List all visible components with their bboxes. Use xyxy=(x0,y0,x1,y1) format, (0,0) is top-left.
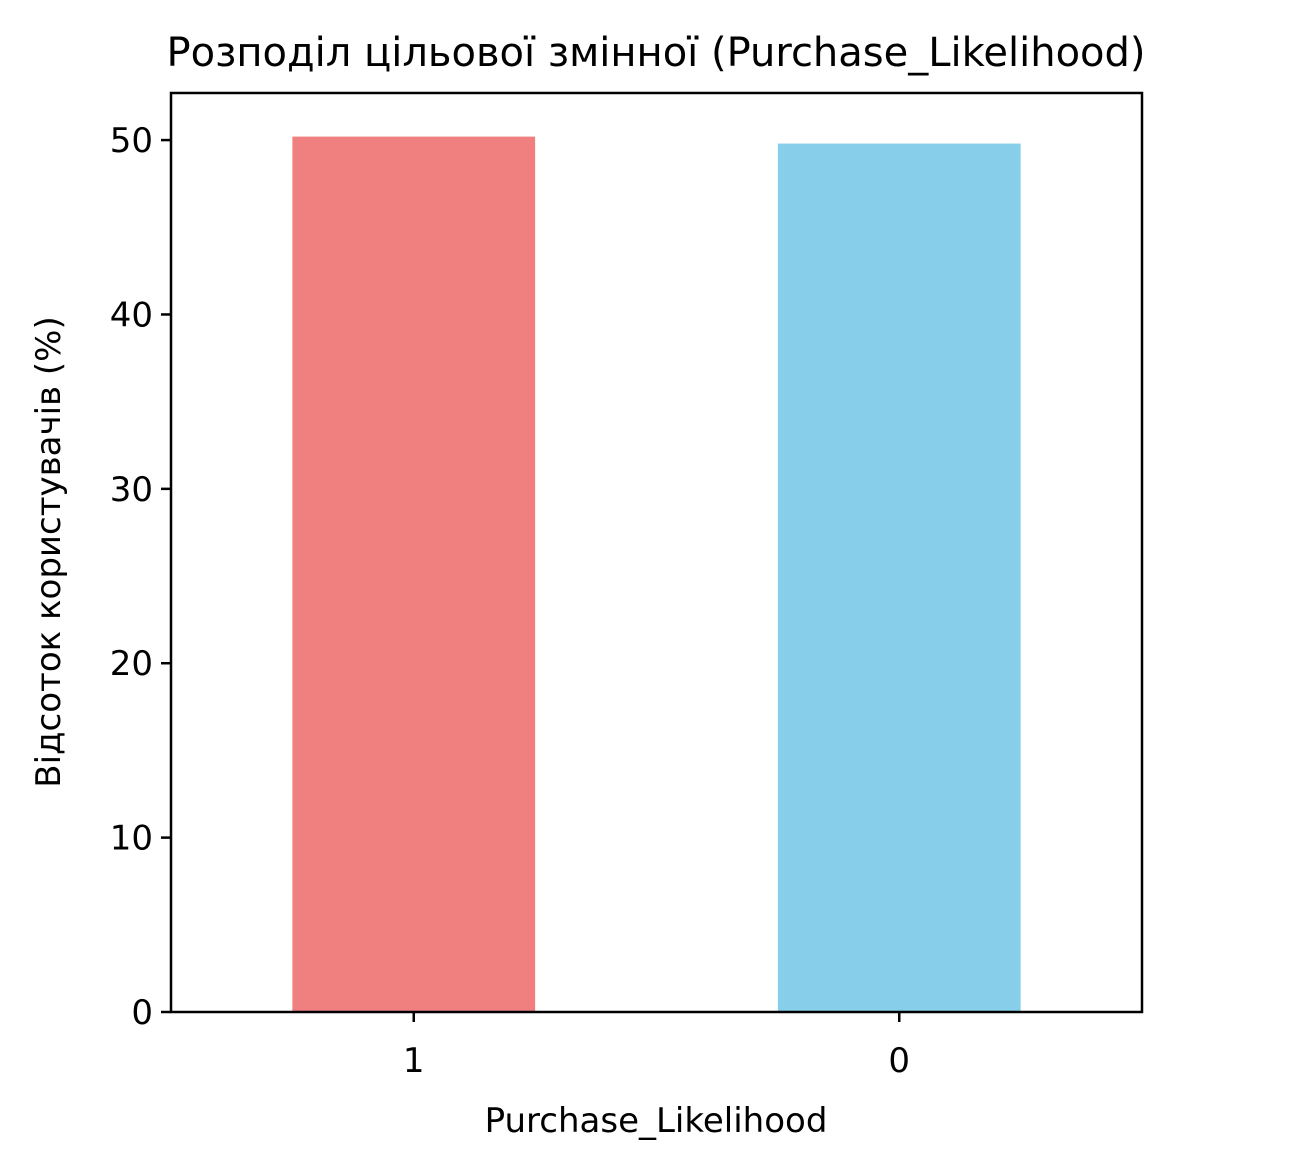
y-tick-label: 30 xyxy=(110,470,153,510)
y-tick-label: 10 xyxy=(110,819,153,859)
chart-title: Розподіл цільової змінної (Purchase_Like… xyxy=(166,30,1145,76)
x-tick-label: 0 xyxy=(888,1041,910,1081)
x-tick-label: 1 xyxy=(403,1041,425,1081)
bar-1 xyxy=(292,136,536,1012)
y-tick-label: 40 xyxy=(110,295,153,335)
bars-group xyxy=(292,136,1021,1012)
bar-0 xyxy=(777,143,1021,1012)
y-tick-label: 20 xyxy=(110,644,153,684)
y-axis-label: Відсоток користувачів (%) xyxy=(29,316,69,787)
y-tick-label: 0 xyxy=(131,993,153,1033)
y-axis: 0 10 20 30 40 50 xyxy=(110,121,171,1033)
plot-frame xyxy=(169,91,1144,1014)
y-tick-label: 50 xyxy=(110,121,153,161)
x-axis-label: Purchase_Likelihood xyxy=(485,1101,828,1141)
